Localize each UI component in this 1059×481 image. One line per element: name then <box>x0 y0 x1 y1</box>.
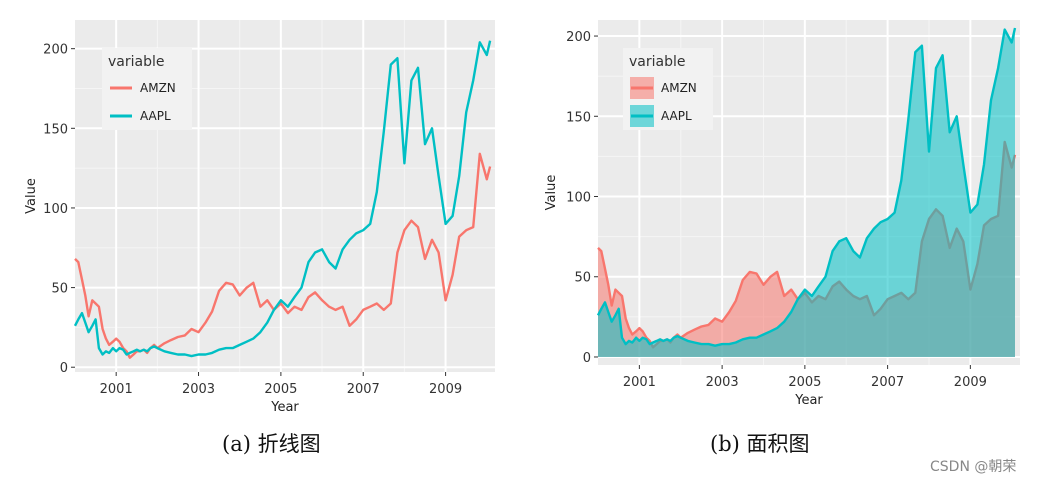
y-tick-label: 150 <box>43 122 68 137</box>
area-aapl <box>598 28 1015 357</box>
x-tick-label: 2009 <box>954 375 987 390</box>
x-axis-title: Year <box>794 393 823 408</box>
x-tick-label: 2007 <box>347 382 380 397</box>
line-chart: 2001 2003 2005 2007 2009 0 50 100 150 200 Year Valu… <box>24 20 495 415</box>
y-tick-label: 0 <box>583 351 591 366</box>
y-axis-title: Value <box>24 178 39 214</box>
y-axis-title: Value <box>544 175 559 211</box>
x-tick-label: 2005 <box>788 375 821 390</box>
series-line-amzn <box>74 152 492 359</box>
x-tick-label: 2009 <box>429 382 462 397</box>
series-line-aapl <box>596 27 1017 347</box>
watermark: CSDN @朝荣 <box>930 459 1017 475</box>
series-line-aapl <box>73 40 492 358</box>
x-tick-label: 2001 <box>100 382 133 397</box>
y-tick-label: 200 <box>43 43 68 58</box>
x-tick-label: 2003 <box>706 375 739 390</box>
x-axis-title: Year <box>270 400 299 415</box>
y-tick-label: 50 <box>51 282 68 297</box>
y-tick-label: 100 <box>566 191 591 206</box>
y-tick-label: 0 <box>60 361 68 376</box>
legend-label-amzn: AMZN <box>140 81 176 95</box>
legend-label-aapl: AAPL <box>140 109 171 123</box>
area-chart: 2001 2003 2005 2007 2009 0 50 100 150 200 Year Valu… <box>544 20 1020 408</box>
y-tick-label: 200 <box>566 30 591 45</box>
y-tick-label: 150 <box>566 110 591 125</box>
x-tick-label: 2007 <box>871 375 904 390</box>
y-tick-label: 100 <box>43 202 68 217</box>
legend-label-amzn: AMZN <box>661 81 697 95</box>
legend-title: variable <box>108 54 164 70</box>
legend-title: variable <box>629 54 685 70</box>
legend-label-aapl: AAPL <box>661 109 692 123</box>
x-tick-label: 2001 <box>623 375 656 390</box>
caption-line-chart: (a) 折线图 <box>222 432 321 456</box>
caption-area-chart: (b) 面积图 <box>710 432 810 456</box>
x-tick-label: 2005 <box>264 382 297 397</box>
y-tick-label: 50 <box>574 271 591 286</box>
x-tick-label: 2003 <box>182 382 215 397</box>
